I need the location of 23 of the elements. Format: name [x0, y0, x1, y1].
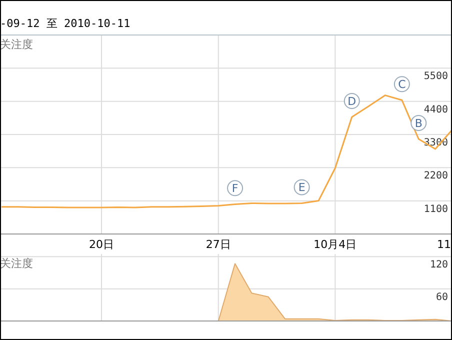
annotation: C — [398, 78, 406, 92]
y-tick-label: 5500 — [424, 71, 448, 82]
annotation-marker: F — [227, 180, 244, 196]
y-tick-label: 120 — [430, 260, 448, 271]
x-tick-label: 10月4日 — [314, 238, 357, 251]
x-tick-label: 27日 — [206, 238, 231, 251]
annotation: F — [232, 182, 238, 196]
y-tick-label: 1100 — [424, 204, 448, 215]
y-tick-label: 60 — [436, 292, 448, 303]
annotation: B — [414, 117, 422, 130]
x-tick-label: 20日 — [89, 238, 114, 251]
chart-title: -09-12 至 2010-10-11 — [0, 17, 130, 30]
annotation-marker: D — [344, 93, 360, 109]
y-axis-title: 关注度 — [0, 257, 33, 270]
y-axis-title: 关注度 — [0, 38, 33, 51]
annotation-marker: B — [410, 115, 427, 132]
annotation: D — [348, 95, 356, 108]
x-tick-label: 11 — [437, 238, 451, 251]
annotation-marker: E — [294, 179, 310, 196]
y-tick-label: 4400 — [424, 104, 448, 116]
annotation-marker: C — [394, 76, 410, 92]
annotation: E — [298, 181, 306, 194]
y-tick-label: 2200 — [424, 170, 448, 182]
